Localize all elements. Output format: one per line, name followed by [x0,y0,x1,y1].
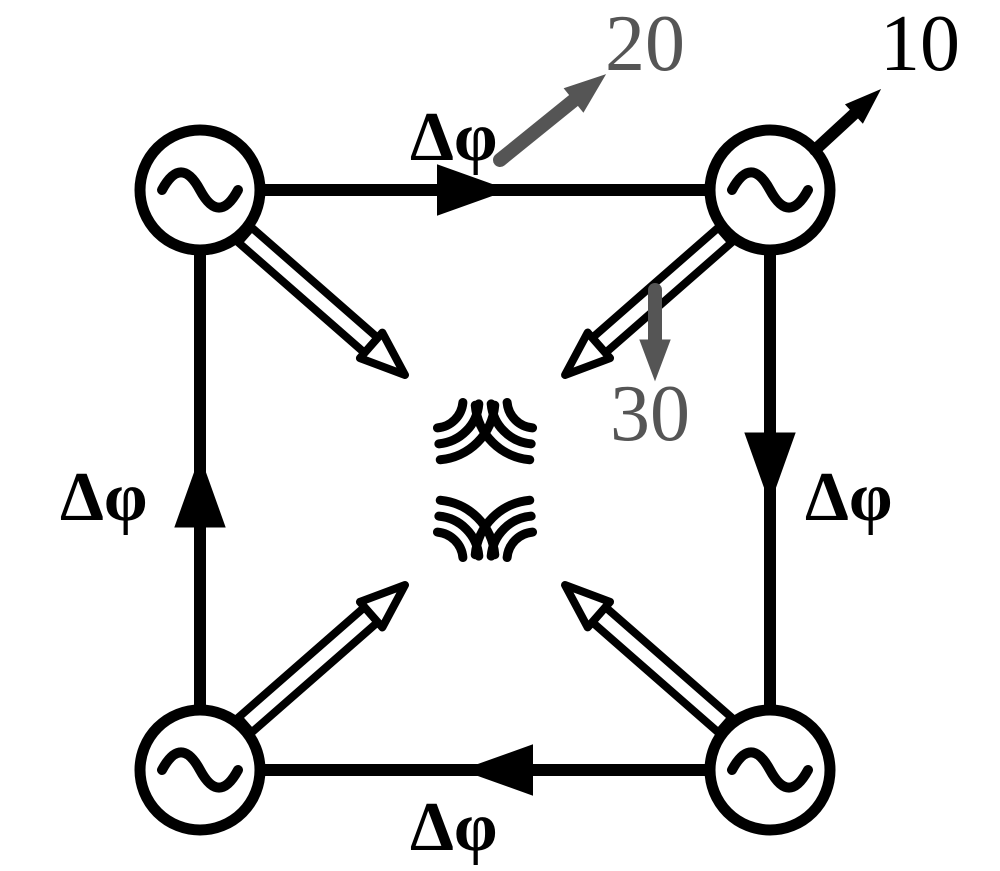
radiator-arrow-1 [475,227,731,459]
radiator-arrow-2 [238,500,494,732]
callout-arrow-10 [815,114,854,150]
radio-wave-icon [507,532,532,557]
delta-phi-label: Δφ [60,459,148,536]
callout-arrow-20 [500,100,574,160]
callout-label-10: 10 [880,0,960,88]
radiator-arrow-0 [238,227,494,459]
radio-wave-icon [437,402,462,427]
radio-wave-icon [507,402,532,427]
radio-wave-icon [437,532,462,557]
oscillator-bl [140,710,260,830]
delta-phi-label: Δφ [410,789,498,866]
oscillator-tl [140,130,260,250]
delta-phi-label: Δφ [410,99,498,176]
delta-phi-label: Δφ [805,459,893,536]
oscillator-br [710,710,830,830]
radiator-arrow-3 [475,500,731,732]
callout-label-20: 20 [605,0,685,88]
diagram-canvas: 20 10 30 Δφ Δφ Δφ Δφ [0,0,1000,871]
callout-label-30: 30 [610,370,690,458]
